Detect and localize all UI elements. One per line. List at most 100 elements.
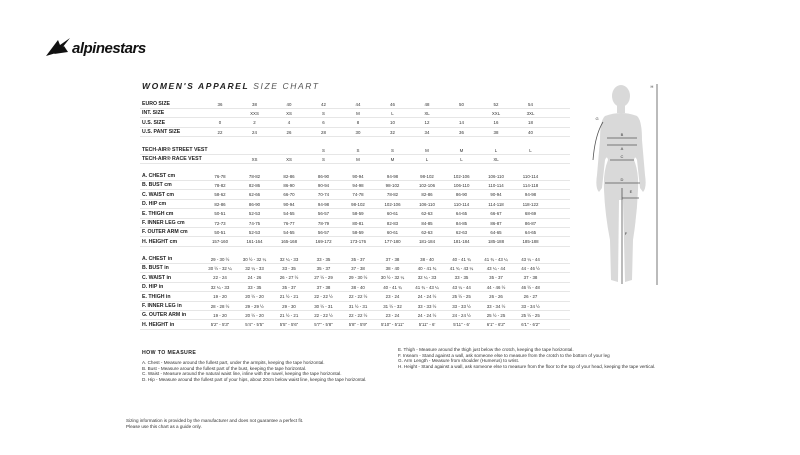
row-label: F. INNER LEG cm <box>142 220 185 226</box>
table-cell: 19 - 20 <box>213 294 227 300</box>
table-cell: 25 ½ - 25 <box>521 312 540 318</box>
table-cell: XS <box>286 156 292 162</box>
label-hip: D <box>621 177 624 182</box>
label-waist: C <box>621 154 624 159</box>
table-cell: 82-86 <box>248 182 261 188</box>
table-cell: 40 - 41 ¾ <box>383 284 402 290</box>
table-cell: 24 <box>252 129 257 135</box>
table-cell: 32 ¼ - 33 <box>417 275 437 281</box>
instruction-inseam: F. Inseam - Stand against a wall, ask so… <box>398 352 610 358</box>
row-label: H. HEIGHT cm <box>142 238 178 245</box>
row-label: TECH-AIR® STREET VEST <box>142 147 208 153</box>
table-cell: 37 - 38 <box>385 256 400 262</box>
table-cell: 24 - 24 ½ <box>452 312 471 318</box>
table-row: INT. SIZE XXS XS S M L XL XXL 3XL <box>140 109 570 119</box>
row-label: EURO SIZE <box>142 101 170 107</box>
disclaimer-line: Please use this chart as a guide only. <box>126 424 202 430</box>
table-cell: 165-168 <box>280 239 298 245</box>
table-cell: 86-90 <box>455 192 468 198</box>
table-cell: 185-188 <box>487 239 505 245</box>
table-cell: 157-160 <box>211 239 229 245</box>
table-cell: 24 - 24 ½ <box>417 294 437 300</box>
table-cell: 29 - 29 ½ <box>245 303 264 309</box>
table-cell: 16 <box>493 120 499 126</box>
table-cell: 181-184 <box>453 239 470 245</box>
table-cell: 41 ¾ - 43 ¼ <box>449 265 474 271</box>
row-label: C. WAIST in <box>142 274 172 281</box>
row-label: U.S. SIZE <box>142 119 166 126</box>
table-cell: 22 - 24 <box>213 275 227 281</box>
table-cell: 33 - 35 <box>454 275 469 281</box>
table-cell: 78-82 <box>214 182 226 188</box>
page-title: WOMEN'S APPAREL SIZE CHART <box>142 81 320 91</box>
table-cell: 22 <box>217 129 223 135</box>
table-cell: S <box>391 147 394 153</box>
row-label: A. CHEST cm <box>142 173 176 179</box>
table-cell: 90-94 <box>317 182 330 188</box>
table-cell: 48 <box>424 101 430 107</box>
table-cell: 40 <box>528 129 533 135</box>
table-cell: 6 <box>322 120 325 126</box>
table-cell: 94-98 <box>386 173 399 179</box>
table-cell: 25 ½ - 25 <box>452 294 471 300</box>
table-cell: 25 ½ - 25 <box>486 312 506 318</box>
table-cell: 80-81 <box>352 220 364 226</box>
table-cell: 37 - 38 <box>316 284 331 290</box>
table-cell: 54-55 <box>283 229 295 235</box>
table-row: F. OUTER ARM cm 50-51 52-53 54-55 56-57 58-59… <box>140 228 570 238</box>
table-cell: 114-118 <box>488 201 504 207</box>
table-cell: 78-82 <box>386 192 399 198</box>
table-cell: 41 ¾ - 43 ¼ <box>415 284 439 290</box>
table-cell: 52-53 <box>248 229 261 235</box>
disclaimer: Sizing information is provided by the ma… <box>126 418 303 431</box>
table-cell: XL <box>424 110 430 116</box>
table-cell: 30 ½ - 32 ¼ <box>208 265 232 271</box>
table-cell: 64-65 <box>455 211 468 217</box>
table-cell: 35 - 37 <box>351 256 365 262</box>
table-cell: 30 ½ - 31 <box>314 303 333 309</box>
table-cell: 86-87 <box>490 220 502 226</box>
instruction-height: H. Height - Stand against a wall, ask so… <box>398 363 656 369</box>
table-cell: 41 ¾ - 43 ¼ <box>484 256 508 262</box>
table-cell: 64-65 <box>524 229 537 235</box>
table-cell: S <box>356 147 360 153</box>
table-cell: 94-98 <box>317 201 330 207</box>
table-cell: 82-86 <box>283 173 295 179</box>
table-cell: 74-78 <box>352 192 364 198</box>
table-cell: 0 <box>218 120 222 126</box>
measure-instructions-right: E. Thigh - Measure around the thigh just… <box>398 347 663 369</box>
table-cell: 181-184 <box>418 239 436 245</box>
table-cell: 177-180 <box>384 239 401 245</box>
table-cell: 56-57 <box>317 211 330 217</box>
table-cell: 185-188 <box>522 239 539 245</box>
how-to-measure-heading: HOW TO MEASURE <box>142 350 197 356</box>
table-cell: 33 - 34 ½ <box>521 303 540 309</box>
row-label: D. HIP cm <box>142 201 167 208</box>
table-row: D. HIP in 32 ¼ - 33 33 - 35 35 - 37 37 - 38 3… <box>140 283 570 293</box>
table-cell: 54-55 <box>283 211 295 217</box>
table-cell: 86-90 <box>317 173 330 179</box>
table-cell: 40 - 41 ¾ <box>452 256 471 262</box>
table-row: A. CHEST in 29 - 30 ½ 30 ½ - 32 ¼ 32 ¼ - 33… <box>140 255 570 264</box>
instruction-bust: B. Bust - Measure around the fullest par… <box>142 365 307 371</box>
table-cell: 72-73 <box>214 220 226 226</box>
table-cell: XS <box>251 156 258 162</box>
table-cell: 21 ½ - 21 <box>279 312 299 318</box>
table-cell: 6'1" - 6'2" <box>521 322 540 328</box>
table-cell: 43 ¼ - 44 <box>452 284 471 290</box>
table-cell: 4 <box>287 120 291 126</box>
table-row: TECH-AIR® RACE VEST XS XS S M M L L XL <box>140 155 570 165</box>
table-cell: M <box>356 156 360 162</box>
table-cell: 44 - 46 ½ <box>486 284 506 290</box>
table-cell: XS <box>286 110 292 116</box>
label-height: H <box>651 84 654 89</box>
table-cell: 82-86 <box>421 192 433 198</box>
table-cell: 90-94 <box>490 192 502 198</box>
row-label: F. INNER LEG in <box>142 303 182 309</box>
row-label: C. WAIST cm <box>142 191 174 198</box>
table-cell: 30 ½ - 32 ¼ <box>380 275 405 281</box>
table-cell: 35 - 37 <box>316 265 331 271</box>
table-cell: 50-51 <box>214 229 226 235</box>
table-row: G. OUTER ARM in 19 - 20 20 ½ - 20 21 ½ - 21… <box>140 311 570 321</box>
table-cell: 62-63 <box>421 211 433 217</box>
